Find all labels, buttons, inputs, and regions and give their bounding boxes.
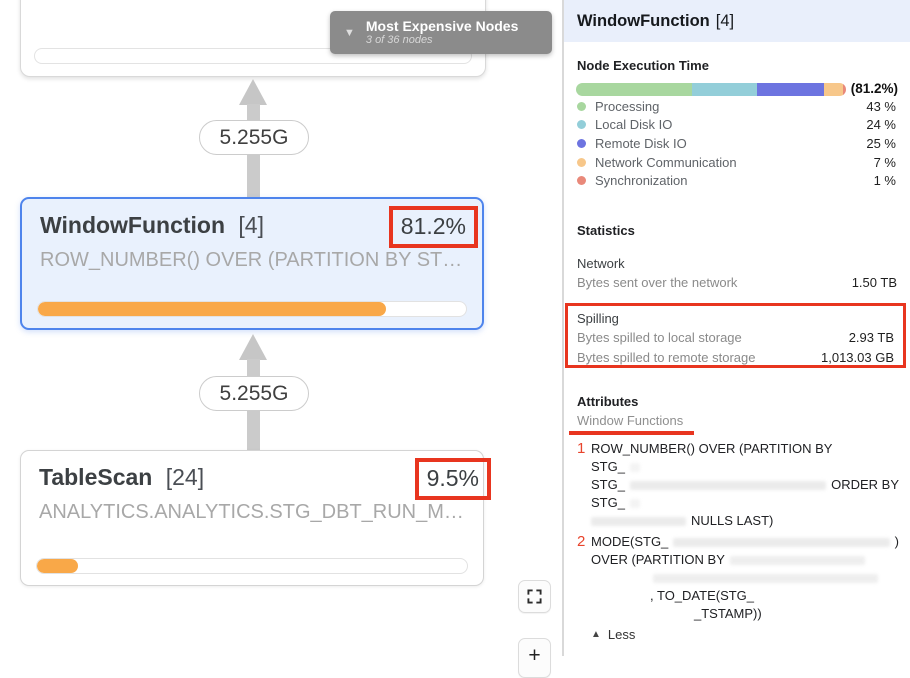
execution-time-title: Node Execution Time — [577, 58, 709, 73]
bar-segment-remote-disk-io — [756, 83, 825, 96]
attributes-title: Attributes — [577, 394, 639, 409]
processing-dot-icon — [577, 101, 586, 111]
window-function-item-2: 2 MODE(STG_) OVER (PARTITION BY , TO_DAT… — [577, 533, 899, 623]
less-label: Less — [607, 627, 636, 642]
bar-segment-processing — [576, 83, 693, 96]
collapse-less-toggle[interactable]: ▲ Less — [591, 626, 899, 644]
stat-label: Bytes sent over the network — [577, 275, 738, 290]
attr-line: NULLS LAST) — [591, 512, 899, 530]
spilling-annotation-box: Spilling Bytes spilled to local storage … — [565, 303, 906, 368]
annotation-number-1: 1 — [577, 440, 586, 457]
node-table-name: ANALYTICS.ANALYTICS.STG_DBT_RUN_M… — [39, 501, 464, 523]
legend-row-remote-disk-io: Remote Disk IO 25 % — [577, 134, 896, 153]
window-functions-group-label[interactable]: Window Functions — [577, 413, 684, 428]
panel-header: WindowFunction [4] — [564, 0, 910, 42]
node-title: TableScan [24] — [39, 464, 204, 491]
legend-row-processing: Processing 43 % — [577, 97, 896, 116]
legend-value: 7 % — [873, 154, 896, 170]
legend-row-network-communication: Network Communication 7 % — [577, 153, 896, 172]
stat-value: 1.50 TB — [851, 275, 897, 290]
legend-row-synchronization: Synchronization 1 % — [577, 171, 896, 190]
attr-line: STG_ — [591, 458, 899, 476]
node-window-function[interactable]: WindowFunction [4] 81.2% ROW_NUMBER() OV… — [20, 197, 484, 330]
stat-value: 2.93 TB — [848, 330, 894, 345]
panel-divider — [562, 0, 564, 656]
node-table-scan[interactable]: TableScan [24] 9.5% ANALYTICS.ANALYTICS.… — [20, 450, 491, 586]
legend-value: 1 % — [873, 173, 896, 189]
chevron-down-icon: ▼ — [344, 26, 355, 39]
network-group-label: Network — [577, 256, 625, 271]
legend-label: Processing — [595, 98, 660, 114]
node-progress-track — [36, 558, 468, 574]
attr-line: OVER (PARTITION BY — [591, 551, 899, 569]
remote-disk-io-dot-icon — [577, 138, 586, 148]
window-function-item-1: 1 ROW_NUMBER() OVER (PARTITION BY STG_ S… — [577, 440, 899, 530]
network-communication-dot-icon — [577, 157, 586, 167]
edge-rows-label: 5.255G — [219, 125, 289, 149]
tooltip-subtitle: 3 of 36 nodes — [365, 34, 433, 47]
spilling-group-label: Spilling — [577, 311, 619, 326]
node-name: TableScan — [39, 464, 153, 490]
node-percent-annotated: 9.5% — [414, 458, 491, 500]
node-id: [24] — [165, 464, 205, 490]
edge-rows-label: 5.255G — [219, 381, 289, 405]
panel-node-name: WindowFunction — [577, 11, 710, 30]
node-id: [4] — [238, 212, 264, 238]
query-profile-canvas[interactable]: ▼ Most Expensive Nodes 3 of 36 nodes 5.2… — [0, 0, 563, 678]
execution-time-bar — [576, 83, 846, 96]
edge-arrowhead-up — [239, 79, 267, 105]
node-expression: ROW_NUMBER() OVER (PARTITION BY ST… — [40, 249, 463, 271]
legend-label: Synchronization — [595, 173, 688, 189]
fullscreen-button[interactable] — [518, 580, 551, 613]
node-progress-track — [37, 301, 467, 317]
local-disk-io-dot-icon — [577, 120, 586, 130]
bar-segment-synchronization — [843, 83, 846, 96]
edge-arrowhead-up — [239, 334, 267, 360]
stat-value: 1,013.03 GB — [821, 349, 894, 365]
panel-node-id: [4] — [715, 11, 735, 30]
legend-value: 24 % — [866, 117, 896, 133]
legend-value: 43 % — [866, 98, 896, 114]
network-bytes-row: Bytes sent over the network 1.50 TB — [577, 275, 897, 290]
attr-line: ROW_NUMBER() OVER (PARTITION BY — [591, 441, 833, 456]
bar-segment-local-disk-io — [692, 83, 757, 96]
most-expensive-nodes-tooltip[interactable]: ▼ Most Expensive Nodes 3 of 36 nodes — [330, 11, 552, 54]
node-progress-fill — [38, 302, 386, 316]
legend-label: Remote Disk IO — [595, 135, 687, 151]
execution-time-legend: Processing 43 % Local Disk IO 24 % Remot… — [577, 97, 896, 190]
legend-label: Local Disk IO — [595, 117, 673, 133]
node-progress-fill — [37, 559, 78, 573]
attr-line: STG_ ORDER BY — [591, 477, 899, 492]
execution-time-total: (81.2%) — [850, 81, 898, 96]
node-name: WindowFunction — [40, 212, 226, 238]
red-underline-annotation — [569, 431, 694, 435]
node-percent-annotated: 81.2% — [388, 206, 478, 248]
node-details-panel: WindowFunction [4] Node Execution Time (… — [564, 0, 910, 656]
stat-label: Bytes spilled to remote storage — [577, 349, 756, 365]
statistics-title: Statistics — [577, 223, 635, 238]
legend-label: Network Communication — [595, 154, 737, 170]
edge-label-badge[interactable]: 5.255G — [199, 120, 309, 155]
annotation-number-2: 2 — [577, 533, 586, 550]
attr-line: MODE(STG_) — [591, 534, 899, 549]
spill-remote-row: Bytes spilled to remote storage 1,013.03… — [577, 348, 894, 368]
spill-local-row: Bytes spilled to local storage 2.93 TB — [577, 328, 894, 348]
legend-value: 25 % — [866, 135, 896, 151]
fullscreen-icon — [527, 589, 542, 604]
node-title: WindowFunction [4] — [40, 212, 264, 239]
stat-label: Bytes spilled to local storage — [577, 330, 742, 345]
attr-line: STG_ — [591, 494, 899, 512]
plus-icon: + — [528, 644, 541, 667]
tooltip-title: Most Expensive Nodes — [365, 18, 519, 35]
chevron-up-icon: ▲ — [591, 629, 601, 640]
attr-line: , TO_DATE(STG_ — [650, 588, 755, 603]
synchronization-dot-icon — [577, 176, 586, 186]
attr-line: _TSTAMP)) — [694, 606, 762, 621]
edge-label-badge[interactable]: 5.255G — [199, 376, 309, 411]
attributes-list: 1 ROW_NUMBER() OVER (PARTITION BY STG_ S… — [577, 440, 899, 644]
zoom-in-button[interactable]: + — [518, 638, 551, 678]
legend-row-local-disk-io: Local Disk IO 24 % — [577, 116, 896, 135]
bar-segment-network-communication — [824, 83, 844, 96]
attr-line — [591, 569, 899, 587]
